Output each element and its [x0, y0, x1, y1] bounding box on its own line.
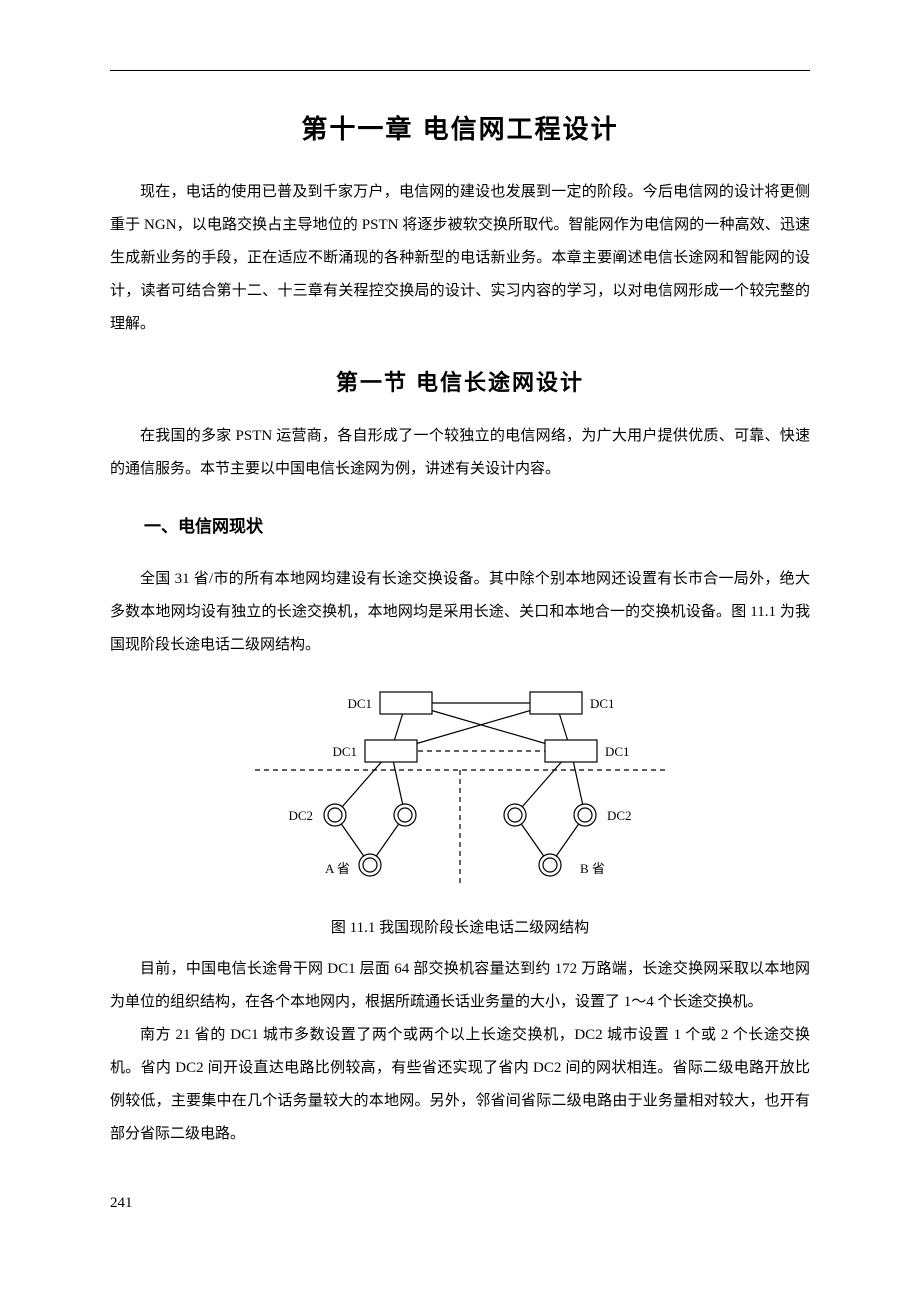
figure-11-1: DC1 DC1 DC1 DC1 DC2 DC2 A 省 B 省	[110, 670, 810, 908]
svg-text:DC2: DC2	[288, 808, 313, 823]
subsection-title: 一、电信网现状	[110, 508, 810, 545]
figure-caption: 图 11.1 我国现阶段长途电话二级网结构	[110, 912, 810, 945]
section1-para1: 在我国的多家 PSTN 运营商，各自形成了一个较独立的电信网络，为广大用户提供优…	[110, 420, 810, 486]
page-number: 241	[110, 1187, 810, 1220]
svg-text:DC2: DC2	[607, 808, 632, 823]
chapter-title: 第十一章 电信网工程设计	[110, 101, 810, 158]
sub1-para1: 全国 31 省/市的所有本地网均建设有长途交换设备。其中除个别本地网还设置有长市…	[110, 563, 810, 662]
svg-text:B 省: B 省	[580, 861, 605, 876]
top-rule	[110, 70, 810, 71]
sub1-para2: 目前，中国电信长途骨干网 DC1 层面 64 部交换机容量达到约 172 万路端…	[110, 953, 810, 1019]
svg-text:A 省: A 省	[325, 861, 350, 876]
svg-text:DC1: DC1	[590, 696, 615, 711]
network-diagram: DC1 DC1 DC1 DC1 DC2 DC2 A 省 B 省	[225, 670, 695, 895]
sub1-para3: 南方 21 省的 DC1 城市多数设置了两个或两个以上长途交换机，DC2 城市设…	[110, 1019, 810, 1151]
svg-text:DC1: DC1	[347, 696, 372, 711]
svg-text:DC1: DC1	[605, 744, 630, 759]
intro-paragraph: 现在，电话的使用已普及到千家万户，电信网的建设也发展到一定的阶段。今后电信网的设…	[110, 176, 810, 341]
section-title: 第一节 电信长途网设计	[110, 359, 810, 407]
svg-text:DC1: DC1	[332, 744, 357, 759]
